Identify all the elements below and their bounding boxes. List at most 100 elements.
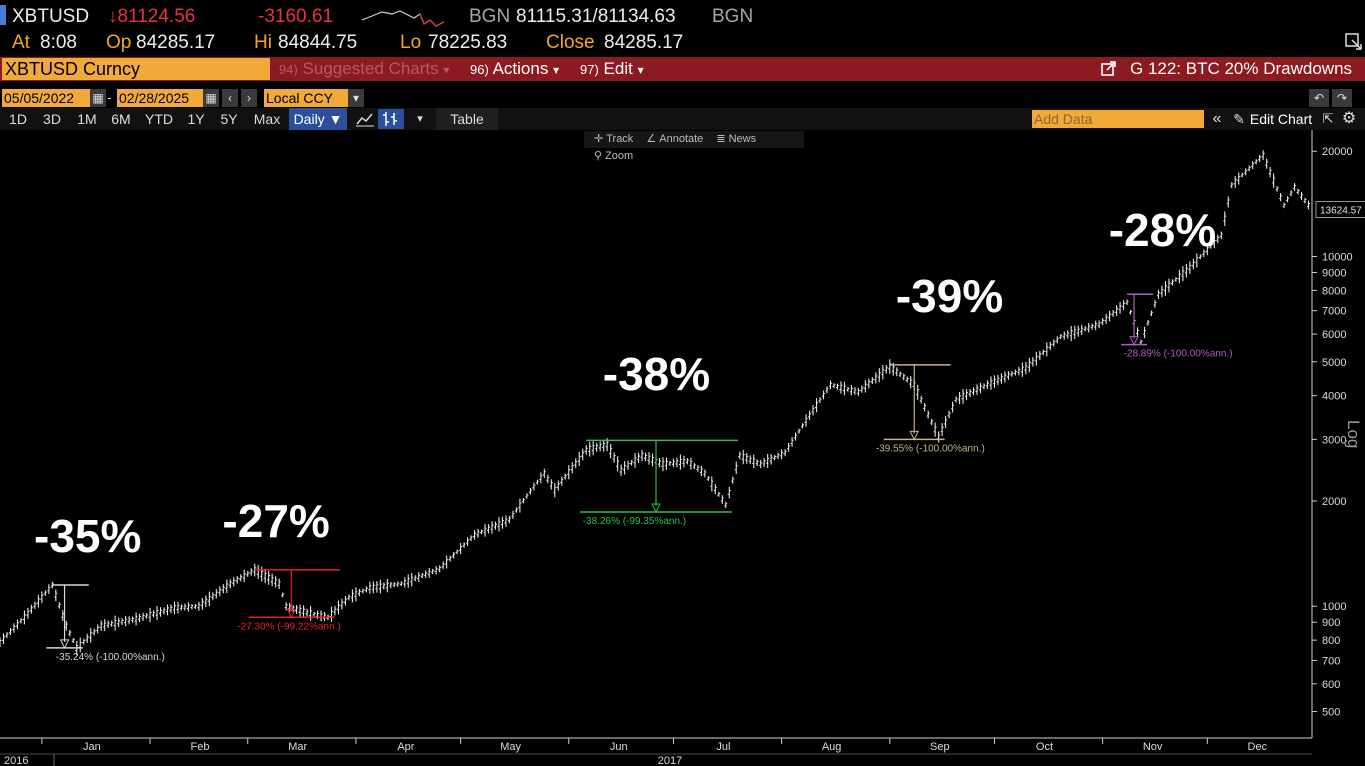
y-tick-label: 5000 — [1322, 357, 1346, 369]
redo-icon[interactable]: ↷ — [1332, 89, 1352, 107]
drawdown-arrow-head — [1129, 336, 1139, 346]
security-field[interactable]: XBTUSD Curncy — [2, 58, 270, 80]
bar-chart-icon[interactable] — [378, 109, 404, 129]
drawdown-arrow-head — [909, 430, 920, 441]
table-button[interactable]: Table — [436, 108, 498, 130]
x-tick-label: Apr — [397, 741, 414, 753]
y-tick-label: 8000 — [1322, 285, 1346, 297]
x-tick-label: Mar — [288, 741, 307, 753]
range-ytd[interactable]: YTD — [145, 111, 173, 127]
y-tick-label: 600 — [1322, 679, 1340, 691]
y-tick-label: 2000 — [1322, 496, 1346, 508]
y-tick-label: 4000 — [1322, 391, 1346, 403]
drawdown-annotation: -27% — [222, 495, 329, 547]
sparkline-icon — [361, 10, 445, 27]
menu-label: Actions — [492, 59, 549, 78]
zoom-icon: ⚲ — [594, 150, 603, 162]
at-value: 8:08 — [40, 32, 77, 53]
chevron-right-icon[interactable]: › — [241, 89, 257, 107]
drawdown-arrow-head — [651, 503, 661, 514]
drawdown-label: -28.89% (-100.00%ann.) — [1124, 349, 1233, 360]
price-chart[interactable]: 500 600 700 800 900 1000 2000 3000 4000 5000 6000 7… — [0, 130, 1365, 766]
chevron-down-icon: ▾ — [637, 63, 644, 77]
date-dash: - — [107, 89, 112, 105]
range-max[interactable]: Max — [253, 111, 281, 127]
x-tick-label: Feb — [191, 741, 210, 753]
suggested-charts-menu[interactable]: 94) Suggested Charts ▾ — [279, 58, 449, 80]
chevron-left-icon[interactable]: ‹ — [222, 89, 238, 107]
range-5y[interactable]: 5Y — [220, 111, 238, 127]
x-tick-label: Jan — [83, 741, 101, 753]
pencil-icon: ✎ — [1233, 111, 1245, 127]
range-1m[interactable]: 1M — [77, 111, 97, 127]
start-date-input[interactable]: 05/05/2022 — [2, 89, 90, 107]
chevron-down-icon: ▾ — [443, 63, 450, 77]
actions-menu[interactable]: 96) Actions ▾ — [470, 58, 559, 80]
chart-title: G 122: BTC 20% Drawdowns — [1130, 59, 1353, 78]
menu-label: Suggested Charts — [302, 59, 439, 78]
range-6m[interactable]: 6M — [111, 111, 131, 127]
y-tick-label: 10000 — [1322, 252, 1353, 264]
last-value-box — [1315, 201, 1365, 219]
calendar-icon[interactable]: ▦ — [90, 89, 106, 107]
x-year-label: 2017 — [658, 755, 682, 766]
add-data-input[interactable]: Add Data — [1032, 110, 1204, 128]
close-value: 84285.17 — [604, 32, 684, 53]
price-change: -3160.61 — [258, 6, 334, 27]
menu-number: 96) — [470, 62, 489, 77]
quote-header: XBTUSD ↓81124.56 -3160.61 BGN 81115.31/8… — [0, 0, 1365, 56]
frequency-select[interactable]: Daily ▼ — [289, 108, 347, 130]
menu-number: 97) — [580, 62, 599, 77]
range-1y[interactable]: 1Y — [187, 111, 205, 127]
x-tick-label: May — [500, 741, 521, 753]
dropdown-icon[interactable]: ▾ — [417, 113, 423, 125]
x-tick-label: Sep — [930, 741, 950, 753]
menu-number: 94) — [279, 62, 298, 77]
drawdown-arrow-head — [286, 608, 297, 619]
annotate-icon: ∠ — [646, 133, 657, 145]
launch-icon[interactable] — [1100, 60, 1118, 78]
tool-zoom[interactable]: Zoom — [605, 150, 634, 162]
low-value: 78225.83 — [428, 32, 508, 53]
high-label: Hi — [254, 32, 272, 53]
y-axis-label: Log — [1344, 420, 1363, 448]
tool-news[interactable]: News — [728, 133, 757, 145]
range-1d[interactable]: 1D — [9, 111, 27, 127]
currency-select[interactable]: Local CCY — [264, 89, 348, 107]
edit-menu[interactable]: 97) Edit ▾ — [580, 58, 644, 80]
export-icon[interactable] — [1344, 32, 1364, 52]
x-tick-label: Jul — [716, 741, 730, 753]
calendar-icon[interactable]: ▦ — [203, 89, 219, 107]
at-label: At — [12, 32, 30, 53]
drawdown-label: -27.30% (-99.22%ann.) — [237, 621, 340, 632]
high-value: 84844.75 — [278, 32, 358, 53]
drawdown-annotation: -35% — [34, 510, 141, 562]
last-value-label: 13624.57 — [1320, 206, 1362, 217]
end-date-input[interactable]: 02/28/2025 — [117, 89, 203, 107]
dropdown-icon[interactable]: ▾ — [348, 89, 364, 107]
tool-strip: ✛ Track ∠ Annotate ≣ News ⚲ Zoom — [584, 131, 804, 162]
x-tick-label: Aug — [822, 741, 842, 753]
news-icon: ≣ — [716, 133, 726, 145]
drawdown-annotation: -38% — [603, 348, 710, 400]
y-tick-label: 700 — [1322, 655, 1340, 667]
undo-icon[interactable]: ↶ — [1309, 89, 1329, 107]
x-tick-label: Nov — [1143, 741, 1163, 753]
y-tick-label: 6000 — [1322, 329, 1346, 341]
edit-chart-button[interactable]: Edit Chart — [1249, 111, 1313, 127]
open-label: Op — [106, 32, 132, 53]
double-chevron-icon[interactable]: « — [1212, 110, 1222, 127]
drawdown-annotation: -39% — [896, 270, 1003, 322]
tool-track[interactable]: Track — [606, 133, 634, 145]
crosshair-icon: ✛ — [594, 133, 604, 145]
export-icon[interactable]: ⇱ — [1322, 111, 1334, 126]
range-3d[interactable]: 3D — [43, 111, 61, 127]
line-chart-icon[interactable] — [354, 110, 376, 128]
tool-annotate[interactable]: Annotate — [659, 133, 704, 145]
gear-icon[interactable]: ⚙ — [1341, 110, 1357, 127]
x-year-label: 2016 — [4, 755, 28, 766]
x-tick-label: Oct — [1036, 741, 1053, 753]
low-label: Lo — [400, 32, 422, 53]
y-tick-label: 3000 — [1322, 434, 1346, 446]
x-tick-label: Jun — [610, 741, 628, 753]
